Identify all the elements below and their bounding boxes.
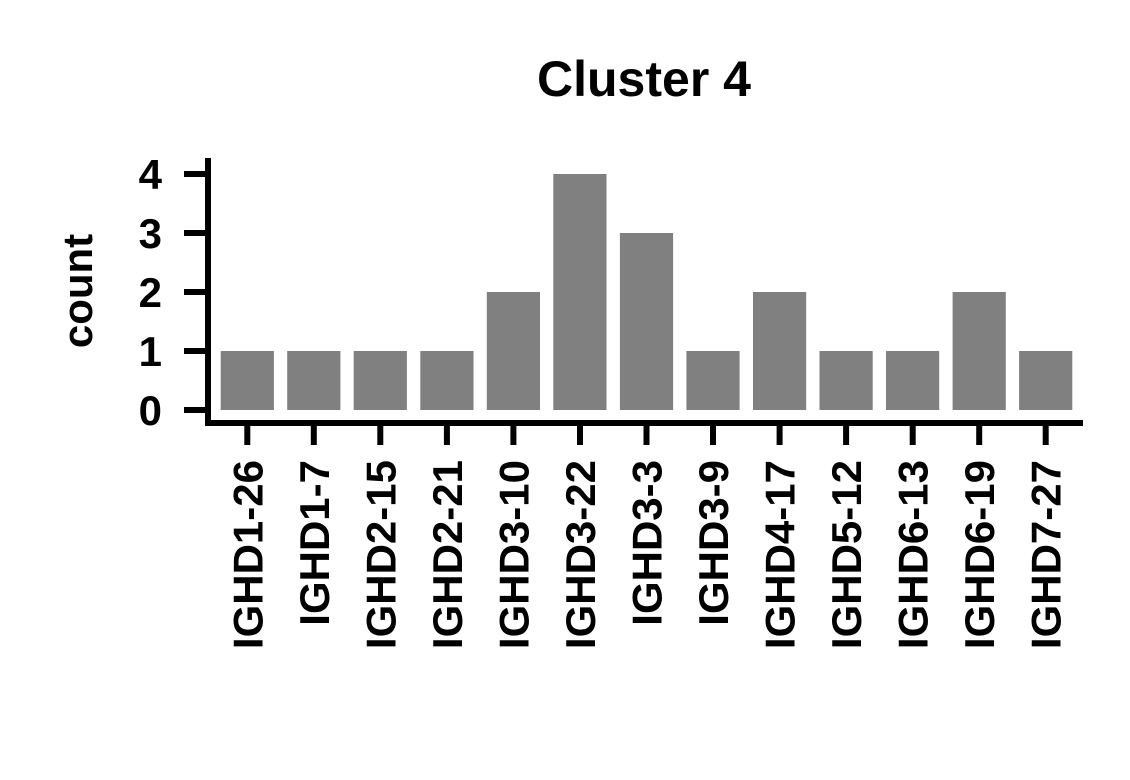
x-tick-label: IGHD2-21 (424, 460, 471, 649)
x-tick-label: IGHD6-13 (890, 460, 937, 649)
bar-ighd3-9 (686, 351, 740, 410)
bar-ighd2-21 (420, 351, 474, 410)
bars-group (220, 174, 1073, 410)
bar-ighd2-15 (353, 351, 407, 410)
bar-ighd6-13 (886, 351, 940, 410)
bar-ighd3-3 (619, 233, 674, 410)
x-tick-label: IGHD5-12 (823, 460, 870, 649)
chart-title: Cluster 4 (537, 51, 751, 107)
bar-value-ticks: IGHD1-26 IGHD1-7 IGHD2-15 IGHD2-21 IGHD3-10 I… (224, 423, 1070, 649)
bar-ighd1-26 (220, 351, 274, 410)
bar-ighd3-10 (486, 292, 540, 410)
bar-ighd6-19 (952, 292, 1006, 410)
bar-ighd5-12 (819, 351, 873, 410)
x-tick-label: IGHD1-7 (291, 460, 338, 626)
x-tick-label: IGHD6-19 (956, 460, 1003, 649)
bar-ighd7-27 (1019, 351, 1073, 410)
x-tick-label: IGHD3-9 (690, 460, 737, 626)
x-tick-label: IGHD3-10 (490, 460, 537, 649)
x-tick-label: IGHD7-27 (1023, 460, 1070, 649)
x-tick-label: IGHD2-15 (357, 460, 404, 649)
bar-ighd3-22 (553, 174, 607, 410)
y-tick-label: 1 (139, 328, 162, 375)
x-tick-label: IGHD3-3 (624, 460, 671, 626)
x-tick-label: IGHD4-17 (757, 460, 804, 649)
y-tick-label: 2 (139, 269, 162, 316)
x-tick-label: IGHD1-26 (224, 460, 271, 649)
y-tick-label: 0 (139, 387, 162, 434)
y-ticks-group: 0 1 2 3 4 (139, 151, 208, 434)
bar-ighd4-17 (753, 292, 807, 410)
y-tick-label: 4 (139, 151, 163, 198)
y-axis-label: count (54, 234, 101, 348)
x-tick-label: IGHD3-22 (557, 460, 604, 649)
bar-ighd1-7 (287, 351, 341, 410)
y-tick-label: 3 (139, 210, 162, 257)
